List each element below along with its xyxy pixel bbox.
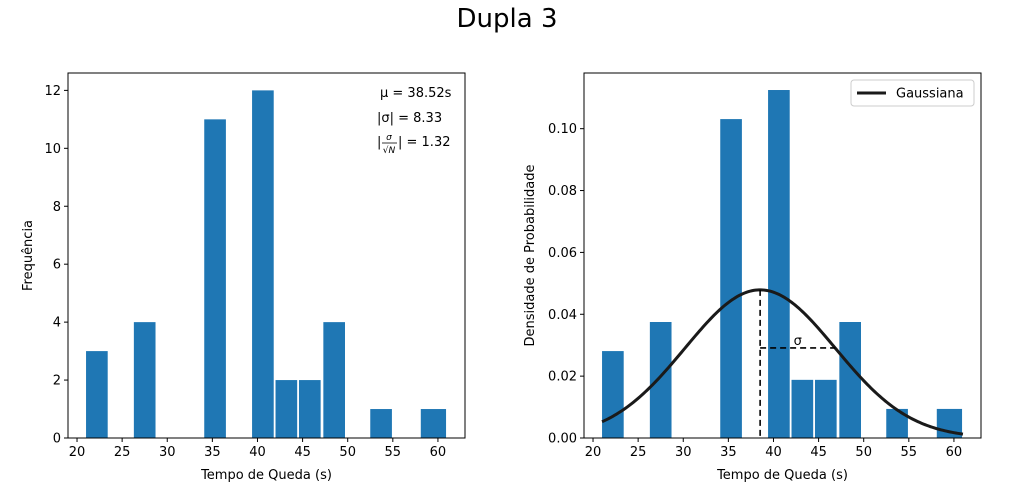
histogram-bar <box>791 379 814 438</box>
histogram-frequency-panel: 20 25 30 35 40 45 50 55 60 0 2 4 6 8 10 12 Tempo de Qued… <box>21 72 466 483</box>
legend-box <box>850 79 975 107</box>
sigma-label: σ <box>794 334 802 349</box>
x-tick-label: 35 <box>204 445 221 460</box>
x-tick-label: 55 <box>385 445 402 460</box>
y-tick-label: 0.02 <box>548 370 577 385</box>
histogram-bar <box>298 380 321 438</box>
x-tick-label: 35 <box>720 445 737 460</box>
y-tick-label: 0.00 <box>548 432 577 447</box>
histogram-bar <box>720 119 742 438</box>
histogram-bar <box>370 409 392 438</box>
histogram-bar <box>275 380 298 438</box>
y-axis-label: Densidade de Probabilidade <box>523 164 538 346</box>
x-axis-label: Tempo de Queda (s) <box>716 468 848 483</box>
x-tick-label: 30 <box>675 445 692 460</box>
y-tick-label: 2 <box>53 374 61 389</box>
histogram-bar <box>602 351 624 438</box>
y-tick-label: 0.04 <box>548 308 577 323</box>
histogram-bar <box>252 90 274 438</box>
figure-title: Dupla 3 <box>456 4 558 34</box>
gaussian-curve <box>601 288 964 436</box>
x-tick-label: 60 <box>430 445 447 460</box>
sem-annotation-numerator: σ <box>386 133 392 143</box>
x-tick-label: 55 <box>901 445 918 460</box>
mean-annotation: μ = 38.52s <box>380 86 452 101</box>
x-tick-label: 20 <box>69 445 86 460</box>
axes-frame <box>583 72 982 439</box>
y-axis-label: Frequência <box>21 220 36 291</box>
histogram-bar <box>323 322 345 438</box>
x-tick-label: 50 <box>339 445 356 460</box>
y-tick-label: 4 <box>53 316 61 331</box>
histogram-bar <box>133 322 156 438</box>
histogram-bar <box>814 379 837 438</box>
x-tick-label: 25 <box>114 445 131 460</box>
axes-frame <box>67 72 466 439</box>
x-tick-label: 60 <box>946 445 963 460</box>
histogram-bar <box>839 322 861 438</box>
legend-label: Gaussiana <box>896 87 964 102</box>
y-tick-label: 0.06 <box>548 246 577 261</box>
histogram-bar <box>420 409 447 438</box>
y-tick-label: 6 <box>53 258 61 273</box>
sem-annotation-denominator: √N <box>383 145 396 156</box>
x-tick-label: 20 <box>585 445 602 460</box>
histogram-density-panel: 20 25 30 35 40 45 50 55 60 0.00 0.02 0.04 0.06 0.08 0.… <box>523 72 982 483</box>
y-tick-label: 0 <box>53 432 61 447</box>
histogram-bar <box>86 351 108 438</box>
histogram-bar <box>768 90 790 439</box>
histogram-bar <box>649 322 672 438</box>
y-tick-label: 0.10 <box>548 122 577 137</box>
x-tick-label: 30 <box>159 445 176 460</box>
sem-annotation-value: | = 1.32 <box>398 135 450 150</box>
sem-annotation-bar: | <box>377 135 381 150</box>
y-tick-label: 8 <box>53 200 61 215</box>
sigma-annotation: |σ| = 8.33 <box>377 111 442 126</box>
y-tick-label: 12 <box>44 84 61 99</box>
y-tick-label: 0.08 <box>548 184 577 199</box>
y-tick-label: 10 <box>44 142 61 157</box>
legend: Gaussiana <box>850 79 975 107</box>
histogram-bar <box>204 119 226 438</box>
x-tick-label: 50 <box>855 445 872 460</box>
x-tick-label: 45 <box>810 445 827 460</box>
x-axis-label: Tempo de Queda (s) <box>200 468 332 483</box>
x-tick-label: 45 <box>294 445 311 460</box>
x-tick-label: 40 <box>765 445 782 460</box>
histogram-bar <box>886 408 908 438</box>
x-tick-label: 25 <box>630 445 647 460</box>
x-tick-label: 40 <box>249 445 266 460</box>
